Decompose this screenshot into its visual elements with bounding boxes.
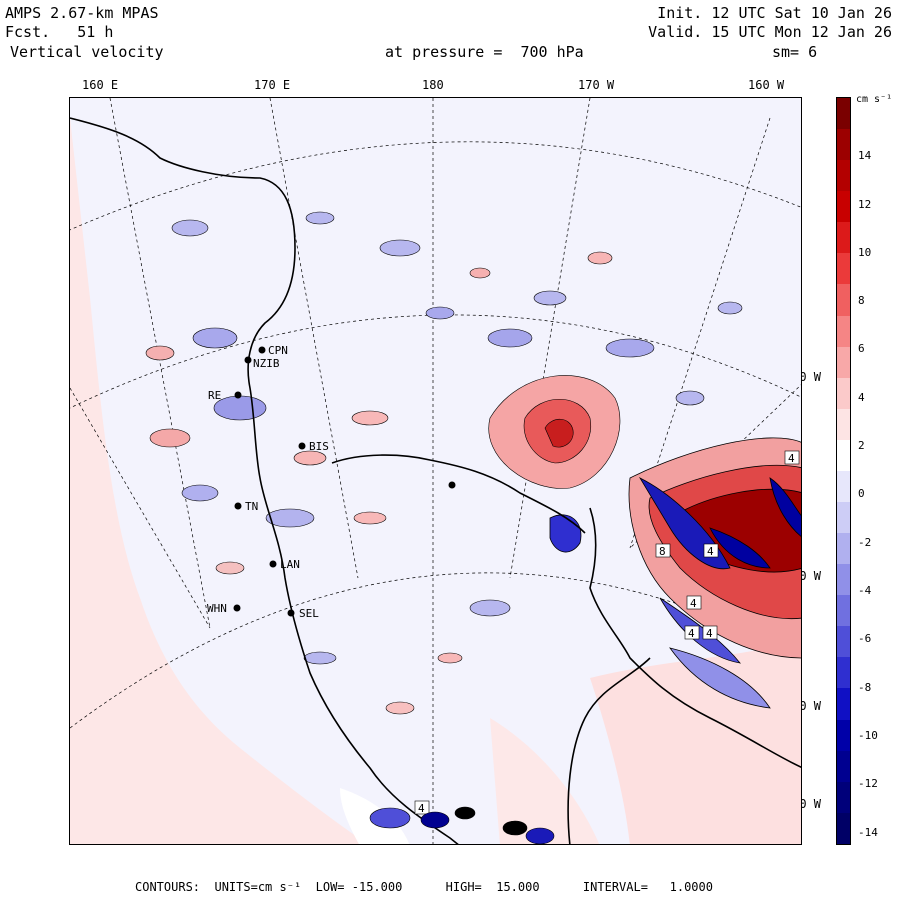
colorbar-tick-label: -10 (858, 728, 878, 742)
colorbar-tick-label: 6 (858, 342, 865, 356)
svg-text:4: 4 (418, 802, 425, 815)
colorbar-swatch (837, 719, 850, 751)
lon-label-180: 180 (422, 78, 444, 92)
meridian-170e (269, 98, 359, 579)
colorbar (836, 97, 851, 845)
colorbar-swatch (837, 439, 850, 471)
colorbar-swatch (837, 129, 850, 161)
colorbar-swatch (837, 750, 850, 782)
upward-motion-maximum (488, 375, 621, 489)
colorbar-tick-label: -12 (858, 777, 878, 791)
colorbar-tick-label: 10 (858, 245, 872, 259)
colorbar-tick-label: 8 (858, 294, 865, 308)
colorbar-swatch (837, 346, 850, 378)
colorbar-swatch (837, 564, 850, 596)
light-positive-region (70, 118, 368, 844)
svg-text:4: 4 (688, 627, 695, 640)
colorbar-swatch (837, 160, 850, 192)
latitude-circle-2 (70, 314, 801, 409)
colorbar-swatch (837, 191, 850, 223)
svg-text:4: 4 (706, 627, 713, 640)
meridian-165e (70, 387, 211, 629)
colorbar-swatch (837, 688, 850, 720)
colorbar-tick-label: 14 (858, 149, 872, 163)
colorbar-swatch (837, 470, 850, 503)
ross-ice-shelf-edge (331, 454, 586, 534)
colorbar-swatch (837, 812, 850, 844)
colorbar-swatch (837, 222, 850, 254)
forecast-hour: Fcst. 51 h (5, 23, 114, 41)
colorbar-swatch (837, 377, 850, 409)
colorbar-tick-label: 0 (858, 487, 865, 501)
station-cpn-label: CPN (268, 344, 288, 357)
lon-label-170w: 170 W (578, 78, 615, 92)
colorbar-tick-label: 4 (858, 390, 865, 404)
latitude-circle-1 (70, 141, 801, 231)
marie-byrd-coast (589, 507, 801, 768)
colorbar-swatch (837, 502, 850, 534)
colorbar-swatch (837, 253, 850, 285)
coastline (70, 117, 459, 844)
colorbar-tick-label: 2 (858, 439, 865, 453)
station-nzib-label: NZIB (253, 357, 280, 370)
colorbar-tick-label: -8 (858, 680, 872, 694)
colorbar-swatch (837, 626, 850, 658)
southern-convective-cells (369, 806, 555, 844)
pressure-level: at pressure = 700 hPa (385, 43, 584, 61)
colorbar-tick-label: -14 (858, 825, 878, 839)
meridian-160e (109, 98, 211, 629)
colorbar-swatch (837, 98, 850, 130)
station-lan-label: LAN (280, 558, 300, 571)
station-tn-label: TN (245, 500, 258, 513)
colorbar-tick-label: -6 (858, 632, 872, 646)
light-positive-region-southeast (490, 718, 600, 844)
svg-text:8: 8 (659, 545, 666, 558)
station-re-label: RE (208, 389, 221, 402)
colorbar-swatch (837, 657, 850, 689)
small-convective-cells (145, 211, 743, 715)
field-name: Vertical velocity (10, 43, 164, 61)
colorbar-swatch (837, 595, 850, 627)
colorbar-swatch (837, 315, 850, 347)
contour-footer: CONTOURS: UNITS=cm s⁻¹ LOW= -15.000 HIGH… (135, 880, 713, 894)
lon-label-170e: 170 E (254, 78, 291, 92)
strong-convection-band (549, 437, 801, 709)
lon-label-160e: 160 E (82, 78, 119, 92)
colorbar-swatch (837, 533, 850, 565)
station-whn-label: WHN (207, 602, 227, 615)
valid-time: Valid. 15 UTC Mon 12 Jan 26 (648, 23, 892, 41)
contour-value-labels: 4 8 4 4 4 4 4 4 (414, 450, 800, 815)
smoothing: sm= 6 (772, 43, 818, 61)
colorbar-tick-label: -2 (858, 535, 872, 549)
colorbar-swatch (837, 408, 850, 440)
colorbar-units: cm s⁻¹ (856, 94, 893, 105)
vertical-velocity-map: CPN NZIB RE BIS TN LAN WHN SEL 4 8 4 4 4… (69, 97, 802, 845)
station-markers (233, 346, 456, 617)
model-title: AMPS 2.67-km MPAS (5, 4, 159, 22)
svg-text:4: 4 (788, 452, 795, 465)
init-time: Init. 12 UTC Sat 10 Jan 26 (657, 4, 892, 22)
inland-coast (567, 657, 651, 844)
colorbar-tick-label: 12 (858, 197, 872, 211)
svg-text:4: 4 (707, 545, 714, 558)
station-bis-label: BIS (309, 440, 329, 453)
lon-label-160w: 160 W (748, 78, 785, 92)
colorbar-swatch (837, 781, 850, 813)
map-canvas: CPN NZIB RE BIS TN LAN WHN SEL 4 8 4 4 4… (70, 98, 801, 844)
station-sel-label: SEL (299, 607, 319, 620)
colorbar-tick-label: -4 (858, 583, 872, 597)
colorbar-swatch (837, 284, 850, 316)
svg-text:4: 4 (690, 597, 697, 610)
